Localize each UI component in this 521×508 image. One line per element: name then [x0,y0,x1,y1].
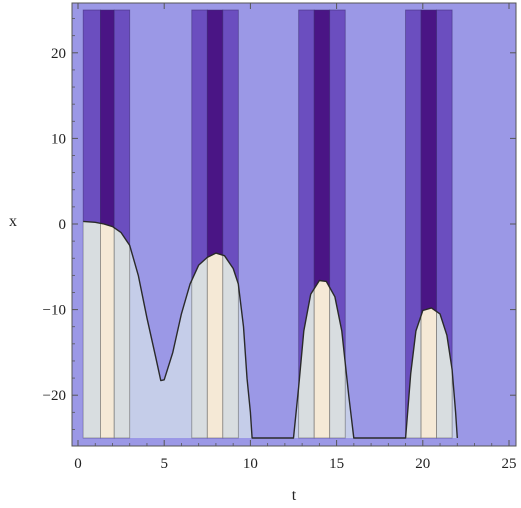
x-tick-label-5: 25 [502,456,517,472]
x-tick-label-4: 20 [415,456,430,472]
y-tick-label-0: −20 [43,388,66,404]
y-tick-label-2: 0 [59,217,67,233]
y-tick-label-1: −10 [43,303,66,319]
x-axis-title: t [292,487,297,504]
y-tick-label-4: 20 [51,46,66,62]
y-axis: −20 −10 0 10 20 [43,18,516,430]
y-tick-label-3: 10 [51,131,66,147]
x-tick-label-1: 5 [160,456,168,472]
x-tick-label-3: 15 [329,456,344,472]
x-tick-label-0: 0 [74,456,82,472]
x-axis: 0 5 10 15 20 25 [74,3,517,472]
y-axis-title: x [9,213,17,230]
boundary-curve [83,220,458,439]
x-tick-label-2: 10 [243,456,258,472]
lower-region [83,221,458,438]
